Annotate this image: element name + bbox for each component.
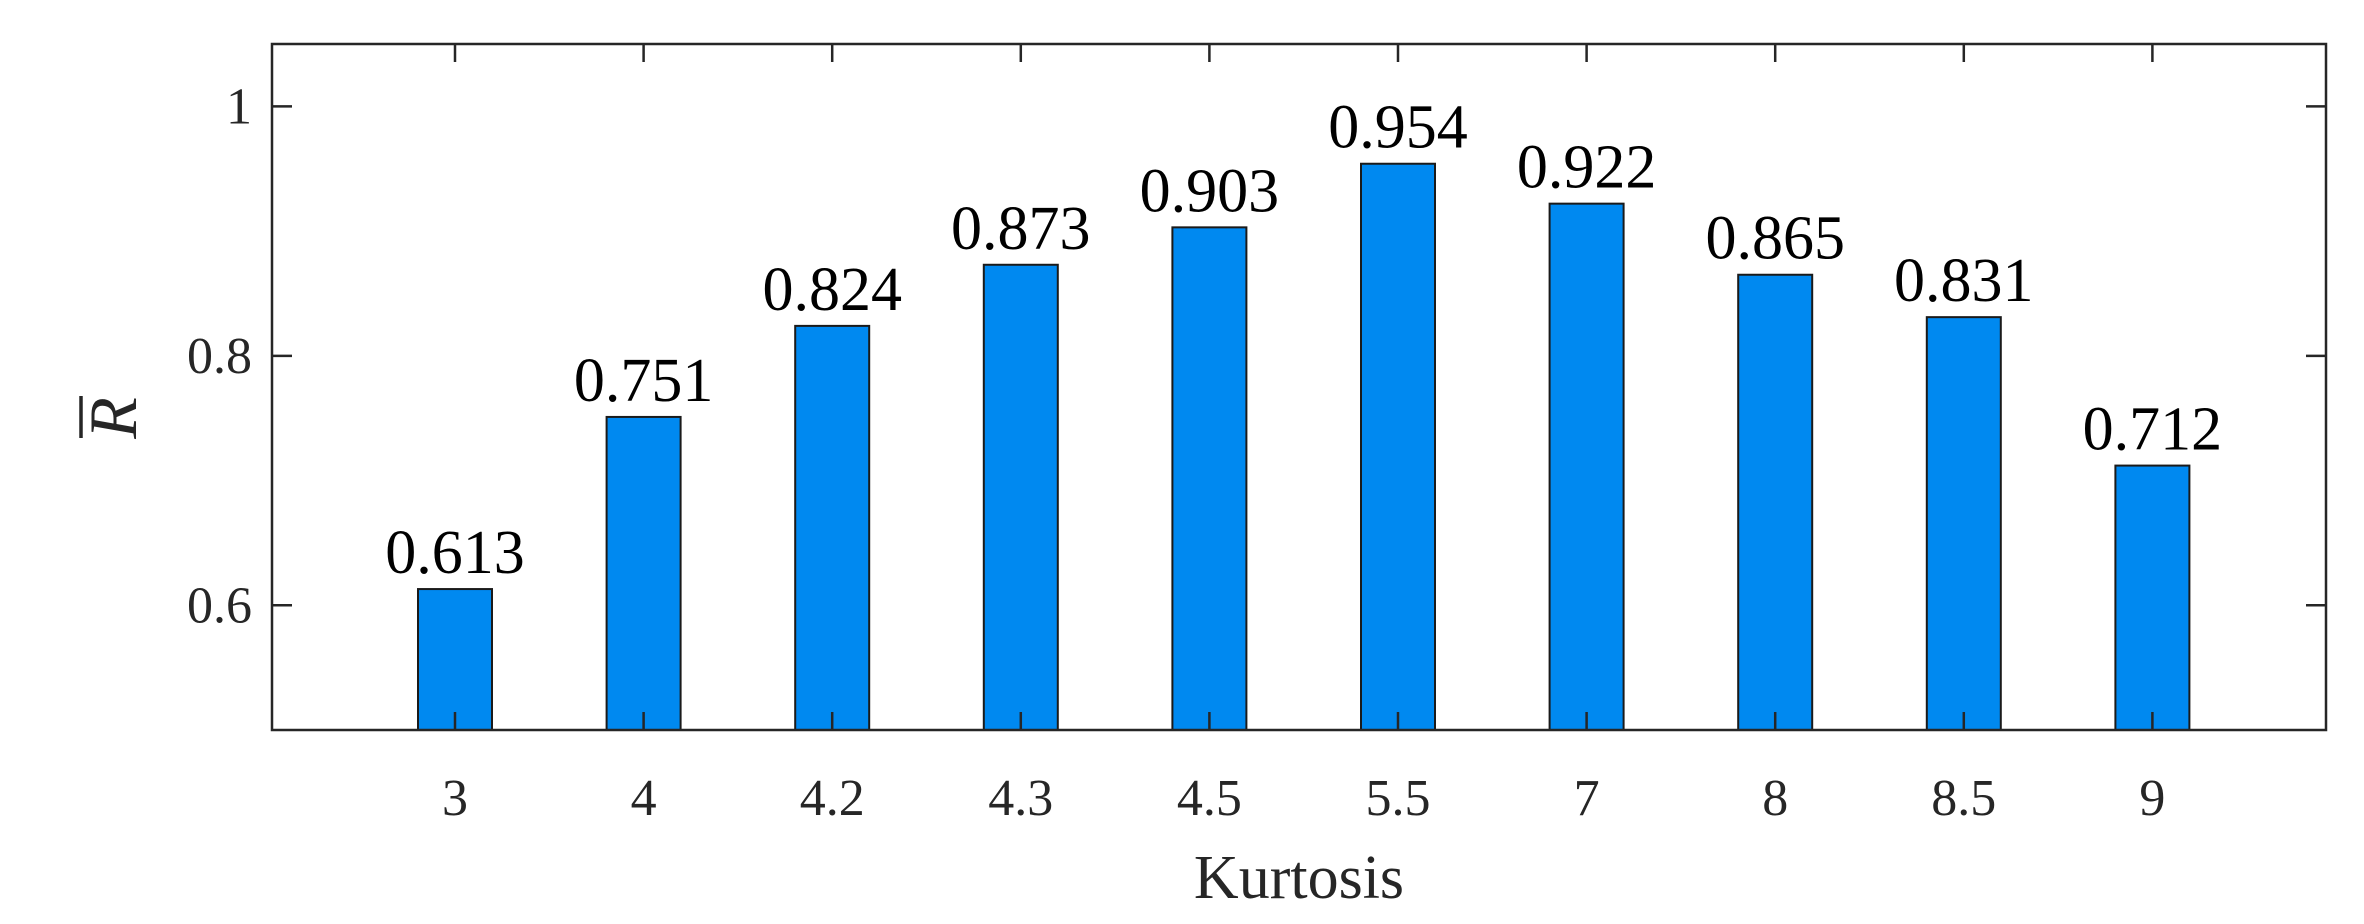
x-tick-label-3: 3	[442, 770, 468, 827]
bar-8.5	[1925, 316, 2002, 731]
x-tick-label-8.5: 8.5	[1931, 770, 1996, 827]
bar-4.2	[794, 324, 871, 731]
x-tick-label-5.5: 5.5	[1366, 770, 1431, 827]
y-axis-label-group: R	[75, 396, 151, 440]
data-labels-group: 0.613 0.751 0.824 0.873 0.903 0.954 0.922 0.865…	[385, 94, 2222, 587]
y-axis-label: R	[75, 397, 151, 440]
x-tick-label-7: 7	[1574, 770, 1600, 827]
y-axis: 0.6 0.8 1	[187, 78, 2326, 634]
bar-4	[605, 415, 682, 731]
x-tick-label-4.3: 4.3	[988, 770, 1053, 827]
x-tick-label-8: 8	[1762, 770, 1788, 827]
x-axis-label: Kurtosis	[1194, 844, 1404, 912]
data-label-3: 0.613	[385, 519, 525, 587]
y-tick-label-0.8: 0.8	[187, 328, 252, 385]
x-axis: 3 4 4.2 4.3 4.5 5.5 7 8 8.5 9	[442, 44, 2165, 827]
bar-3	[417, 588, 493, 731]
data-label-4.5: 0.903	[1140, 157, 1280, 225]
bar-5.5	[1360, 162, 1436, 732]
bar-4.5	[1171, 226, 1248, 731]
bar-4.3	[982, 263, 1059, 731]
data-label-8: 0.865	[1705, 205, 1845, 273]
data-label-4.2: 0.824	[762, 256, 902, 324]
data-label-4.3: 0.873	[951, 195, 1091, 263]
x-tick-label-4.2: 4.2	[800, 770, 865, 827]
data-label-5.5: 0.954	[1328, 94, 1468, 162]
plot-frame	[270, 42, 2328, 732]
bar-8	[1737, 273, 1814, 731]
data-label-9: 0.712	[2083, 396, 2223, 464]
x-tick-label-9: 9	[2139, 770, 2165, 827]
data-label-4: 0.751	[574, 347, 714, 415]
data-label-7: 0.922	[1517, 134, 1657, 202]
bar-7	[1548, 202, 1625, 732]
x-tick-label-4: 4	[631, 770, 657, 827]
y-tick-label-0.6: 0.6	[187, 577, 252, 634]
y-tick-label-1: 1	[226, 78, 252, 135]
data-label-8.5: 0.831	[1894, 247, 2034, 315]
bars-group	[417, 162, 2191, 732]
bar-9	[2114, 464, 2191, 731]
x-tick-label-4.5: 4.5	[1177, 770, 1242, 827]
